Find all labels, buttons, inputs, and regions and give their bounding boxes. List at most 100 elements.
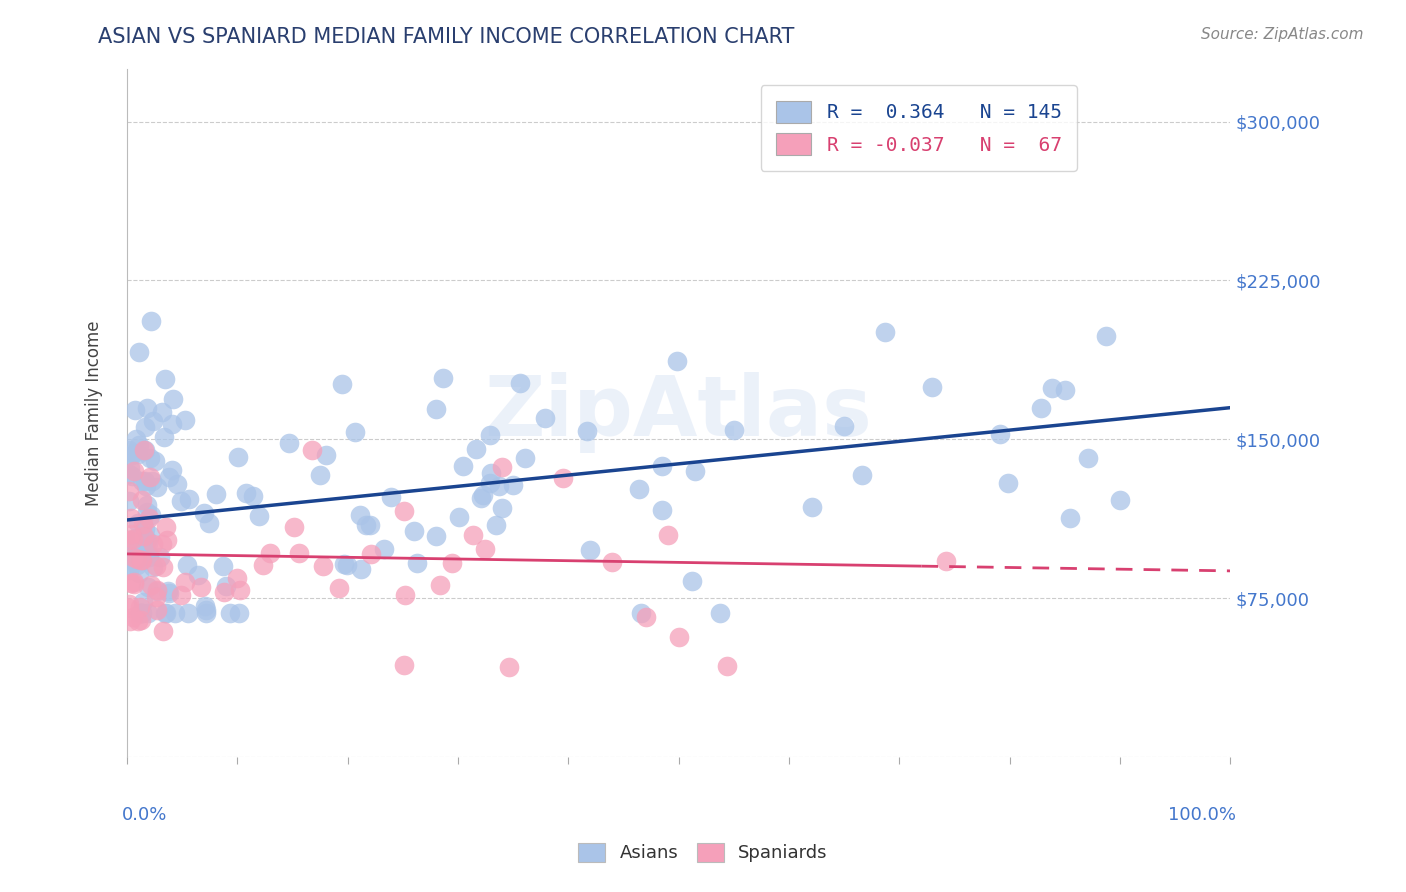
Point xyxy=(162,392,184,406)
Point xyxy=(152,429,174,443)
Point xyxy=(551,470,574,484)
Point xyxy=(152,624,174,638)
Point xyxy=(160,417,183,432)
Point xyxy=(125,432,148,446)
Point xyxy=(145,603,167,617)
Point xyxy=(875,325,897,339)
Point xyxy=(124,531,146,545)
Point xyxy=(630,607,652,621)
Point xyxy=(921,380,943,394)
Point xyxy=(1109,492,1132,507)
Point xyxy=(150,405,173,419)
Point xyxy=(681,574,703,588)
Point xyxy=(214,585,236,599)
Point xyxy=(634,610,657,624)
Point xyxy=(127,558,149,573)
Point xyxy=(121,469,143,483)
Point xyxy=(129,530,152,544)
Point xyxy=(142,536,165,550)
Point xyxy=(138,511,160,525)
Point xyxy=(138,549,160,564)
Point xyxy=(513,450,536,465)
Point xyxy=(360,547,382,561)
Point xyxy=(405,556,427,570)
Point xyxy=(177,607,200,621)
Point xyxy=(132,594,155,608)
Point xyxy=(402,524,425,539)
Point xyxy=(235,485,257,500)
Point xyxy=(128,438,150,452)
Point xyxy=(1053,383,1076,397)
Point xyxy=(449,509,471,524)
Point xyxy=(135,479,157,493)
Point xyxy=(143,453,166,467)
Point xyxy=(800,500,823,515)
Point xyxy=(479,466,502,480)
Point xyxy=(478,428,501,442)
Point xyxy=(153,607,176,621)
Point xyxy=(157,470,180,484)
Point xyxy=(127,448,149,462)
Point xyxy=(136,536,159,550)
Point xyxy=(228,582,250,597)
Point xyxy=(301,443,323,458)
Point xyxy=(277,436,299,450)
Point xyxy=(392,658,415,673)
Point xyxy=(156,583,179,598)
Point xyxy=(121,532,143,546)
Point xyxy=(602,555,624,569)
Point xyxy=(122,549,145,564)
Point xyxy=(132,517,155,532)
Point xyxy=(120,527,142,541)
Point xyxy=(118,533,141,547)
Point xyxy=(666,353,689,368)
Point xyxy=(165,607,187,621)
Point xyxy=(471,488,494,502)
Point xyxy=(195,602,218,616)
Point xyxy=(139,578,162,592)
Point xyxy=(131,492,153,507)
Point xyxy=(1059,511,1081,525)
Point xyxy=(131,606,153,620)
Point xyxy=(312,559,335,574)
Point xyxy=(195,607,218,621)
Point xyxy=(122,446,145,460)
Point xyxy=(142,560,165,574)
Point xyxy=(118,562,141,576)
Text: 100.0%: 100.0% xyxy=(1168,805,1236,823)
Point xyxy=(138,548,160,562)
Point xyxy=(441,556,464,570)
Point xyxy=(152,559,174,574)
Point xyxy=(155,607,177,621)
Point xyxy=(533,411,555,425)
Point xyxy=(134,522,156,536)
Point xyxy=(118,484,141,499)
Point xyxy=(193,506,215,520)
Point xyxy=(174,575,197,590)
Point xyxy=(145,558,167,573)
Point xyxy=(134,442,156,457)
Point xyxy=(478,475,501,490)
Point xyxy=(153,372,176,386)
Text: ASIAN VS SPANIARD MEDIAN FAMILY INCOME CORRELATION CHART: ASIAN VS SPANIARD MEDIAN FAMILY INCOME C… xyxy=(98,27,794,46)
Point xyxy=(226,450,249,465)
Point xyxy=(228,607,250,621)
Point xyxy=(429,578,451,592)
Point xyxy=(124,403,146,417)
Point xyxy=(127,516,149,530)
Point xyxy=(470,491,492,505)
Text: ZipAtlas: ZipAtlas xyxy=(485,373,873,453)
Point xyxy=(122,464,145,478)
Point xyxy=(135,401,157,415)
Point xyxy=(173,413,195,427)
Point xyxy=(394,588,416,602)
Point xyxy=(252,558,274,573)
Point xyxy=(129,553,152,567)
Point xyxy=(485,518,508,533)
Point xyxy=(453,458,475,473)
Point xyxy=(685,463,707,477)
Point xyxy=(657,528,679,542)
Point xyxy=(128,344,150,359)
Point xyxy=(575,424,598,438)
Point xyxy=(373,542,395,557)
